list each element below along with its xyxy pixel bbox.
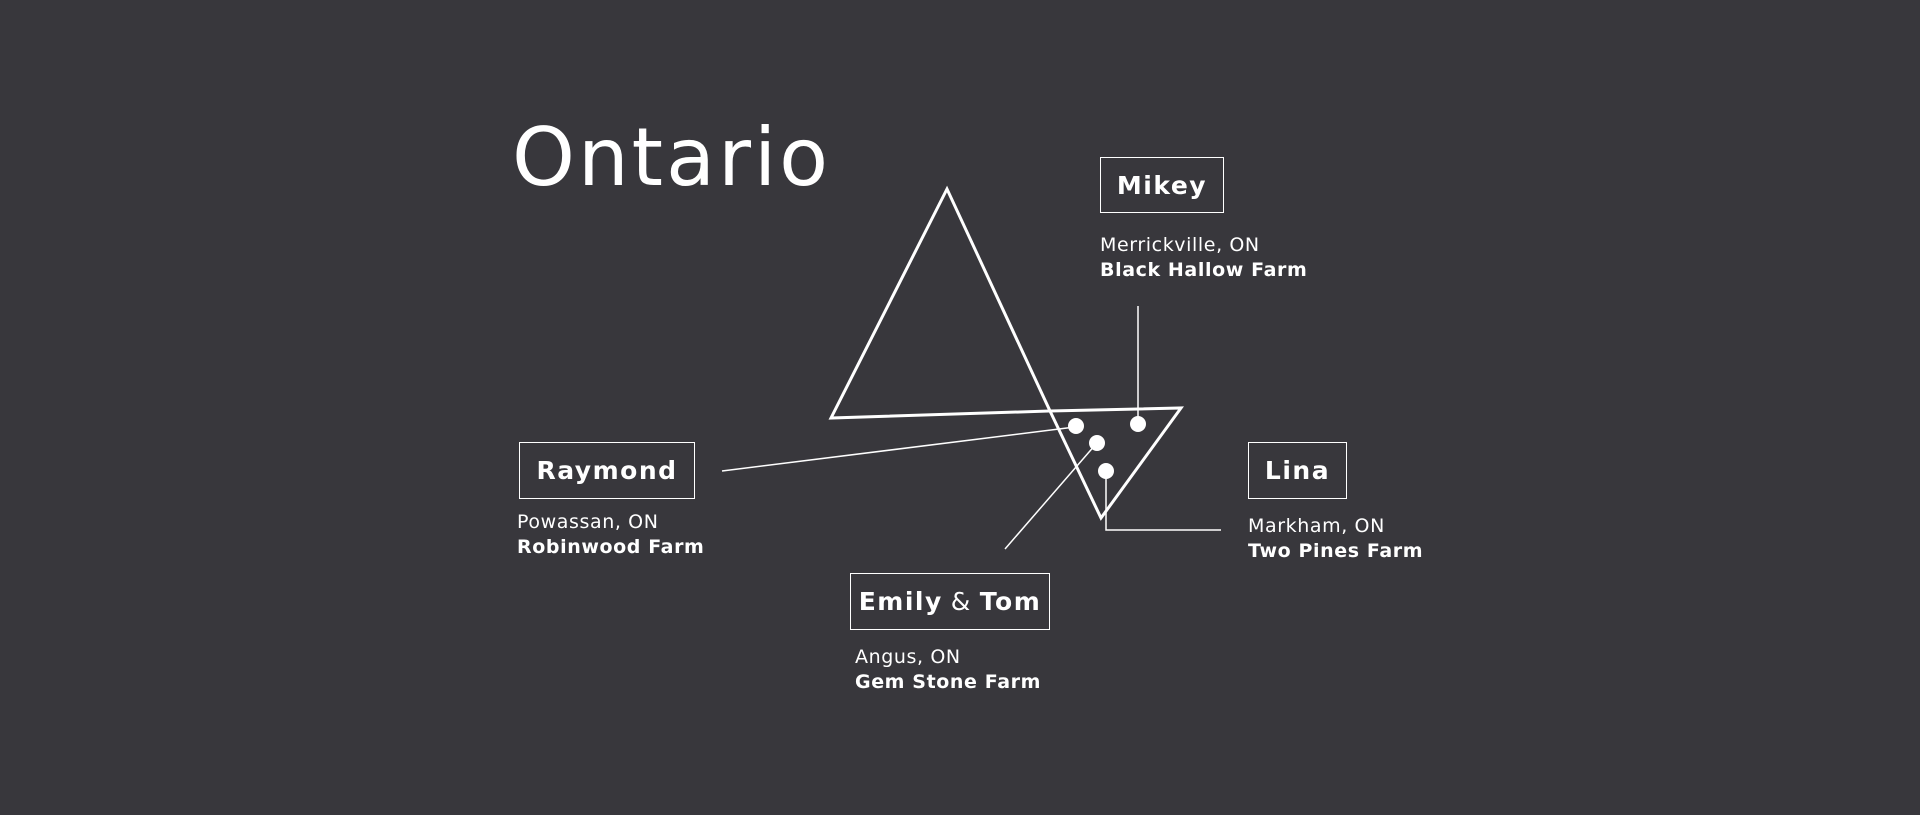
town-label: Angus, ON xyxy=(855,646,961,668)
farmer-name: Raymond xyxy=(536,456,678,485)
farmer-name: Mikey xyxy=(1116,170,1208,200)
name-box-lina[interactable]: Lina xyxy=(1248,442,1347,499)
province-outline-south xyxy=(1047,406,1184,521)
location-raymond: Powassan, ON Robinwood Farm xyxy=(517,510,704,560)
name-box-mikey[interactable]: Mikey xyxy=(1100,157,1224,213)
location-mikey: Merrickville, ON Black Hallow Farm xyxy=(1100,233,1307,283)
leader-line-lina xyxy=(1105,472,1221,531)
name-box-emily-tom[interactable]: Emily & Tom xyxy=(850,573,1050,630)
name-box-raymond[interactable]: Raymond xyxy=(519,442,695,499)
farm-label: Black Hallow Farm xyxy=(1100,259,1308,281)
town-label: Powassan, ON xyxy=(517,511,659,533)
town-label: Merrickville, ON xyxy=(1100,234,1260,256)
leader-line-raymond xyxy=(721,426,1076,472)
farmer-name: Lina xyxy=(1264,456,1331,485)
farm-label: Two Pines Farm xyxy=(1248,540,1424,562)
leader-line-emily-tom xyxy=(1004,443,1097,550)
location-lina: Markham, ON Two Pines Farm xyxy=(1248,514,1423,564)
town-label: Markham, ON xyxy=(1248,515,1385,537)
location-emily-tom: Angus, ON Gem Stone Farm xyxy=(855,645,1041,695)
ampersand: & xyxy=(950,587,972,616)
location-dot-mikey[interactable] xyxy=(1130,416,1146,432)
map-title: Ontario xyxy=(512,111,832,204)
location-dot-lina[interactable] xyxy=(1098,463,1114,479)
farmer-name-tom: Tom xyxy=(979,587,1042,616)
farm-label: Robinwood Farm xyxy=(517,536,705,558)
province-outline-north xyxy=(828,185,1053,420)
farm-label: Gem Stone Farm xyxy=(855,671,1041,693)
location-dot-emily-tom[interactable] xyxy=(1089,435,1105,451)
farmer-name-emily: Emily xyxy=(858,587,943,616)
location-dot-raymond[interactable] xyxy=(1068,418,1084,434)
